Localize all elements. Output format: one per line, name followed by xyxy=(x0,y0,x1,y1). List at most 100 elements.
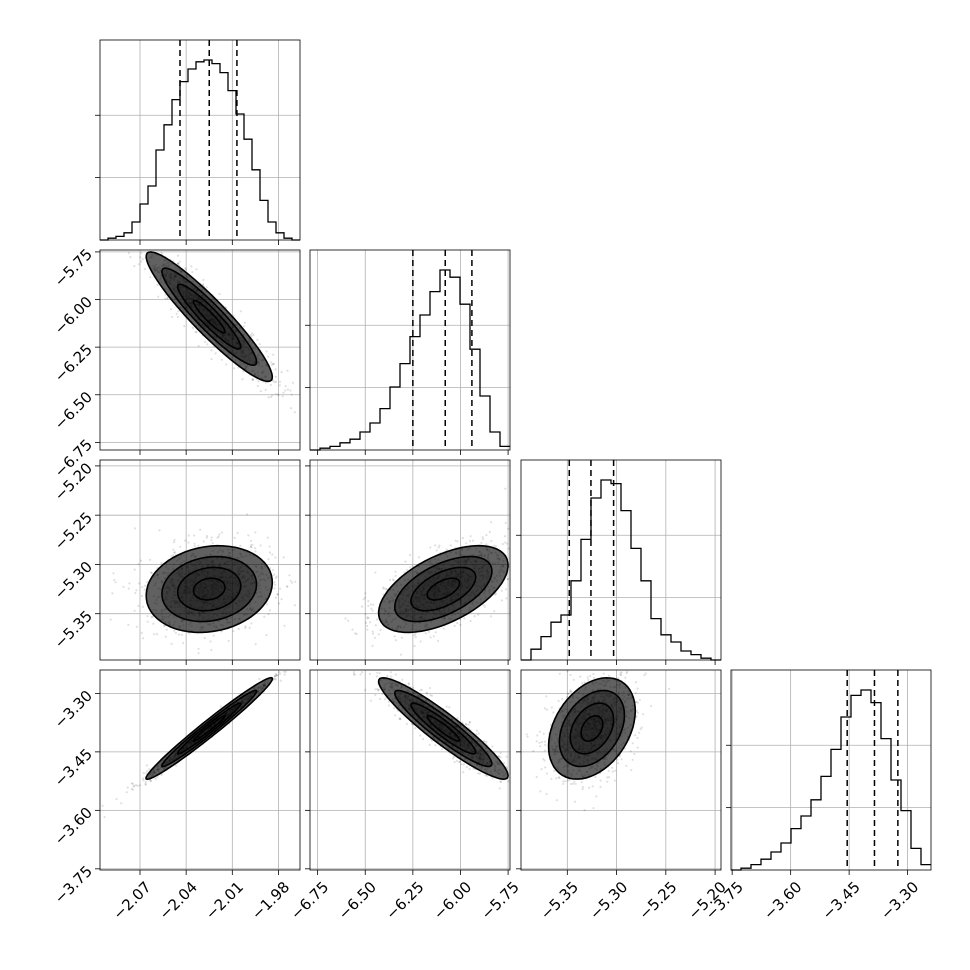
scatter-point xyxy=(493,610,496,613)
scatter-point xyxy=(176,315,179,319)
scatter-point xyxy=(461,537,464,540)
scatter-point xyxy=(290,393,293,396)
scatter-point xyxy=(133,609,136,612)
scatter-point xyxy=(371,632,375,635)
scatter-point xyxy=(115,798,118,801)
scatter-point xyxy=(170,642,173,646)
scatter-point xyxy=(114,581,117,584)
scatter-point xyxy=(250,622,253,625)
scatter-point xyxy=(273,573,276,576)
scatter-point xyxy=(210,358,213,361)
scatter-point xyxy=(160,251,163,254)
scatter-point xyxy=(272,362,275,366)
scatter-point xyxy=(434,631,437,634)
scatter-point xyxy=(465,542,468,545)
scatter-point xyxy=(482,538,485,541)
scatter-point xyxy=(272,569,275,572)
scatter-point xyxy=(165,628,168,631)
scatter-point xyxy=(242,370,245,373)
scatter-point xyxy=(428,686,432,690)
scatter-point xyxy=(153,633,156,636)
scatter-point xyxy=(271,553,274,556)
scatter-point xyxy=(138,582,141,585)
scatter-point xyxy=(434,544,437,547)
scatter-point xyxy=(251,543,254,546)
scatter-point xyxy=(413,644,416,648)
scatter-point xyxy=(242,325,246,328)
scatter-point xyxy=(249,545,252,549)
scatter-point xyxy=(133,527,136,530)
scatter-point xyxy=(140,631,143,635)
scatter-point xyxy=(246,513,249,516)
scatter-point xyxy=(164,297,167,300)
scatter-point xyxy=(247,534,250,537)
scatter-point xyxy=(449,544,452,547)
scatter-point xyxy=(146,580,149,584)
scatter-point xyxy=(184,267,187,270)
scatter-point xyxy=(173,551,176,554)
scatter-point xyxy=(364,596,367,599)
scatter-point xyxy=(267,613,270,616)
scatter-point xyxy=(419,640,422,643)
scatter-point xyxy=(141,586,144,589)
scatter-point xyxy=(419,734,422,737)
scatter-point xyxy=(142,771,145,775)
scatter-point xyxy=(176,262,179,265)
scatter-point xyxy=(210,649,213,652)
scatter-point xyxy=(149,571,153,574)
scatter-point xyxy=(469,535,472,538)
scatter-point xyxy=(364,592,367,595)
scatter-point xyxy=(432,635,435,638)
scatter-point xyxy=(465,765,468,769)
scatter-point xyxy=(203,636,206,640)
scatter-point xyxy=(488,530,491,534)
scatter-point xyxy=(132,785,135,788)
scatter-point xyxy=(175,312,178,315)
scatter-point xyxy=(272,362,275,365)
scatter-point xyxy=(139,256,142,259)
scatter-point xyxy=(480,541,483,545)
scatter-point xyxy=(173,541,176,544)
scatter-point xyxy=(233,536,236,540)
scatter-point xyxy=(193,545,196,548)
scatter-point xyxy=(270,361,273,364)
scatter-point xyxy=(129,256,132,259)
scatter-point xyxy=(394,639,397,642)
scatter-point xyxy=(366,616,369,619)
scatter-point xyxy=(142,637,145,640)
scatter-point xyxy=(197,647,200,650)
scatter-point xyxy=(258,343,261,346)
scatter-point xyxy=(294,580,297,583)
scatter-point xyxy=(435,549,438,552)
scatter-point xyxy=(506,578,509,581)
scatter-panel-0-2 xyxy=(95,459,301,665)
scatter-point xyxy=(137,563,140,566)
scatter-point xyxy=(373,636,376,639)
scatter-point xyxy=(164,635,167,638)
scatter-point xyxy=(364,688,367,692)
scatter-panel-1-3 xyxy=(305,669,511,875)
scatter-point xyxy=(485,543,488,546)
scatter-point xyxy=(143,588,146,591)
scatter-point xyxy=(251,378,254,381)
scatter-point xyxy=(179,545,182,548)
scatter-point xyxy=(274,556,277,559)
scatter-point xyxy=(149,276,152,279)
scatter-point xyxy=(290,407,293,410)
scatter-point xyxy=(146,620,149,623)
scatter-point xyxy=(279,587,282,590)
scatter-point xyxy=(354,632,357,635)
scatter-point xyxy=(490,521,493,524)
scatter-point xyxy=(141,258,144,261)
scatter-point xyxy=(113,578,116,582)
scatter-point xyxy=(399,653,402,656)
scatter-point xyxy=(276,593,279,596)
scatter-point xyxy=(140,260,143,263)
scatter-point xyxy=(440,748,444,751)
scatter-point xyxy=(372,603,375,606)
scatter-point xyxy=(498,787,501,790)
scatter-point xyxy=(495,592,498,595)
scatter-point xyxy=(143,267,146,271)
scatter-point xyxy=(127,587,130,590)
scatter-point xyxy=(491,777,494,780)
